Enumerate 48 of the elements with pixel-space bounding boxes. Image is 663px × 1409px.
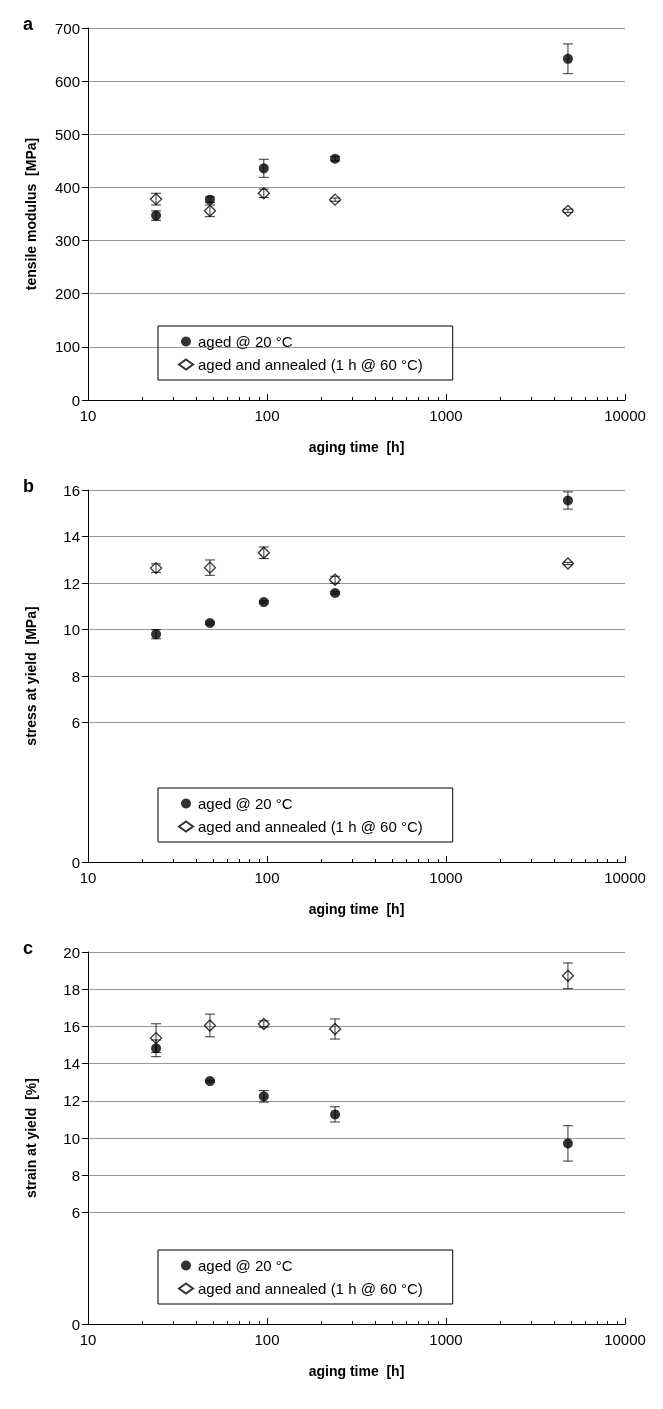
x-tick-label: 10000 <box>604 869 646 886</box>
x-tick-label: 10000 <box>604 407 646 424</box>
y-tick-label: 14 <box>63 1055 80 1073</box>
y-tick-label: 100 <box>54 338 80 356</box>
y-tick-label: 8 <box>71 667 80 685</box>
x-tick-label: 10000 <box>604 1331 646 1348</box>
y-tick-label: 8 <box>71 1166 80 1184</box>
y-axis-title: stress at yield [MPa] <box>23 606 39 746</box>
y-tick-label: 20 <box>63 943 80 961</box>
x-tick-label: 1000 <box>429 1331 463 1348</box>
y-axis-title: strain at yield [%] <box>23 1078 39 1198</box>
y-tick-label: 0 <box>71 391 80 409</box>
x-axis-title: aging time [h] <box>308 1363 405 1379</box>
y-tick-label: 14 <box>63 528 80 545</box>
x-tick-label: 100 <box>254 407 280 424</box>
y-tick-label: 10 <box>63 1129 80 1147</box>
x-axis-title: aging time [h] <box>308 439 405 455</box>
y-tick-label: 6 <box>71 714 80 731</box>
y-tick-label: 16 <box>63 481 80 499</box>
y-tick-label: 16 <box>63 1017 80 1035</box>
x-tick-label: 100 <box>254 1331 280 1348</box>
legend-label: aged and annealed (1 h @ 60 °C) <box>198 1280 423 1297</box>
legend-label: aged and annealed (1 h @ 60 °C) <box>198 818 423 835</box>
y-tick-label: 12 <box>63 574 80 592</box>
legend-label: aged and annealed (1 h @ 60 °C) <box>198 356 423 373</box>
y-tick-label: 400 <box>54 178 80 196</box>
y-tick-label: 0 <box>71 853 80 871</box>
y-tick-label: 200 <box>54 285 80 303</box>
x-tick-label: 1000 <box>429 869 463 886</box>
y-tick-label: 12 <box>63 1092 80 1110</box>
y-tick-label: 300 <box>54 232 80 250</box>
x-tick-label: 100 <box>254 869 280 886</box>
chart-title: c <box>23 938 34 958</box>
x-tick-label: 1000 <box>429 407 463 424</box>
legend-label: aged @ 20 °C <box>198 795 293 812</box>
y-axis-title: tensile modulus [MPa] <box>23 137 39 291</box>
y-tick-label: 600 <box>54 72 80 90</box>
chart-title: b <box>23 476 34 496</box>
y-tick-label: 0 <box>71 1315 80 1333</box>
legend-label: aged @ 20 °C <box>198 1257 293 1274</box>
y-tick-label: 6 <box>71 1203 80 1221</box>
x-axis-title: aging time [h] <box>308 901 405 917</box>
y-tick-label: 18 <box>63 980 80 998</box>
y-tick-label: 10 <box>63 621 80 638</box>
legend-label: aged @ 20 °C <box>198 333 293 350</box>
y-tick-label: 700 <box>54 19 80 37</box>
chart-title: a <box>23 14 34 34</box>
y-tick-label: 500 <box>54 125 80 143</box>
